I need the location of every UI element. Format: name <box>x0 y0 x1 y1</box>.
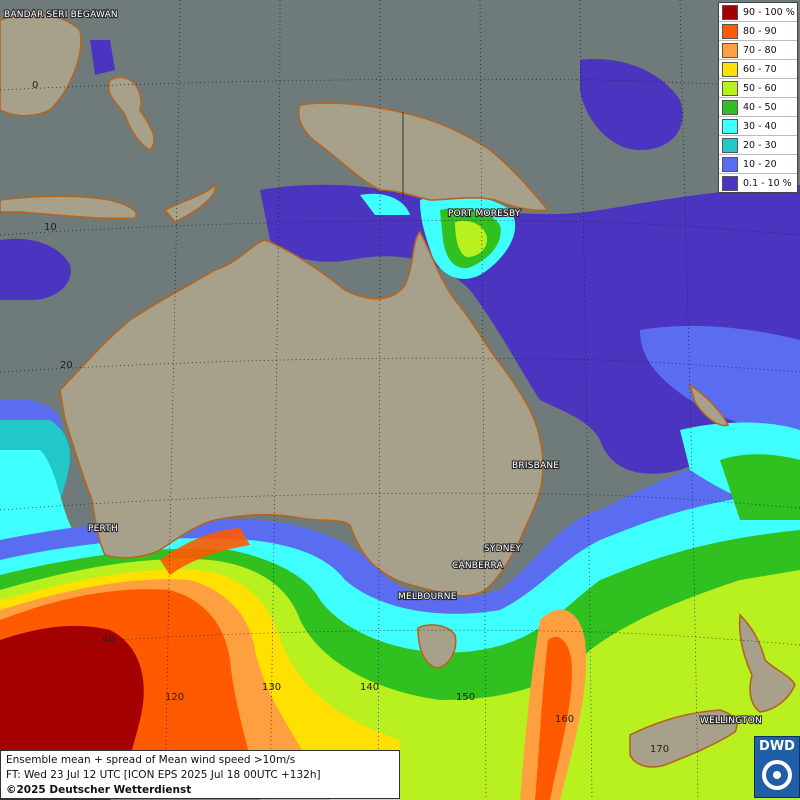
lon-label-120: 120 <box>165 692 184 703</box>
legend-swatch <box>722 156 738 172</box>
city-label-sydney: SYDNEY <box>484 544 522 554</box>
java-islands <box>0 195 137 220</box>
new-caledonia-landmass <box>688 383 730 427</box>
legend-label: 70 - 80 <box>743 44 777 56</box>
city-label-canberra: CANBERRA <box>452 561 504 571</box>
legend-label: 10 - 20 <box>743 158 777 170</box>
city-label-perth: PERTH <box>88 524 118 534</box>
legend-row: 60 - 70 <box>719 60 797 79</box>
grid-labels: 0 10 20 40 120 130 140 150 160 170 <box>32 80 669 755</box>
australia-landmass <box>59 230 544 597</box>
legend-row: 30 - 40 <box>719 117 797 136</box>
south-coast-high-band <box>160 528 250 575</box>
legend-swatch <box>722 137 738 153</box>
probability-legend: 90 - 100 % 80 - 90 70 - 80 60 - 70 50 - 60 40… <box>718 2 798 193</box>
legend-row: 40 - 50 <box>719 98 797 117</box>
lat-label-40: 40 <box>102 634 115 645</box>
lat-label-20: 20 <box>60 360 73 371</box>
legend-label: 20 - 30 <box>743 139 777 151</box>
lon-label-150: 150 <box>456 692 475 703</box>
land-masses <box>0 13 796 768</box>
legend-row: 80 - 90 <box>719 22 797 41</box>
legend-row: 10 - 20 <box>719 155 797 174</box>
city-label-melbourne: MELBOURNE <box>398 592 457 602</box>
cities: BANDAR SERI BEGAWAN PORT MORESBY BRISBAN… <box>3 9 763 727</box>
dwd-swirl-icon <box>762 760 792 790</box>
lon-label-140: 140 <box>360 682 379 693</box>
legend-swatch <box>722 99 738 115</box>
city-label-wellington: WELLINGTON <box>700 716 762 726</box>
product-description: Ensemble mean + spread of Mean wind spee… <box>6 754 296 766</box>
legend-label: 50 - 60 <box>743 82 777 94</box>
city-label-brisbane: BRISBANE <box>512 461 559 471</box>
legend-label: 0.1 - 10 % <box>743 177 792 189</box>
legend-row: 20 - 30 <box>719 136 797 155</box>
new-zealand-north <box>738 613 796 713</box>
legend-row: 70 - 80 <box>719 41 797 60</box>
lon-label-130: 130 <box>262 682 281 693</box>
new-guinea-landmass <box>298 102 550 212</box>
new-zealand-south <box>629 709 738 768</box>
legend-label: 30 - 40 <box>743 120 777 132</box>
dwd-logo-text: DWD <box>759 739 795 754</box>
copyright-notice: ©2025 Deutscher Wetterdienst <box>6 784 192 796</box>
lon-label-160: 160 <box>555 714 574 725</box>
sulawesi-landmass <box>107 76 155 151</box>
forecast-time: FT: Wed 23 Jul 12 UTC [ICON EPS 2025 Jul… <box>6 769 321 781</box>
legend-label: 40 - 50 <box>743 101 777 113</box>
legend-swatch <box>722 4 738 20</box>
lon-label-170: 170 <box>650 744 669 755</box>
legend-row: 50 - 60 <box>719 79 797 98</box>
legend-row: 0.1 - 10 % <box>719 174 797 192</box>
legend-swatch <box>722 118 738 134</box>
legend-row: 90 - 100 % <box>719 3 797 22</box>
legend-label: 80 - 90 <box>743 25 777 37</box>
legend-label: 90 - 100 % <box>743 6 795 18</box>
dwd-logo: DWD <box>754 736 800 798</box>
city-label-port-moresby: PORT MORESBY <box>448 209 521 219</box>
legend-swatch <box>722 61 738 77</box>
legend-swatch <box>722 23 738 39</box>
city-label-bandar-seri-begawan: BANDAR SERI BEGAWAN <box>4 10 118 20</box>
legend-label: 60 - 70 <box>743 63 777 75</box>
timor-landmass <box>163 183 216 223</box>
lat-label-10: 10 <box>44 222 57 233</box>
legend-swatch <box>722 175 738 191</box>
wind-probability-field <box>0 40 800 800</box>
info-box: Ensemble mean + spread of Mean wind spee… <box>0 750 400 799</box>
tasmania-landmass <box>417 624 457 669</box>
legend-swatch <box>722 42 738 58</box>
legend-swatch <box>722 80 738 96</box>
borneo-landmass <box>0 13 82 117</box>
lat-label-0: 0 <box>32 80 38 91</box>
